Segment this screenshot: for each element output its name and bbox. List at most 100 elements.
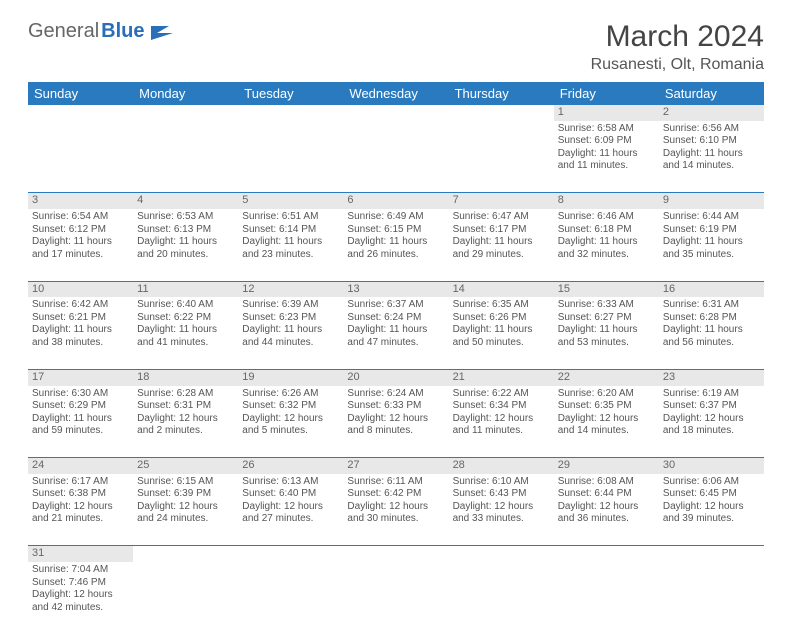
sunset-text: Sunset: 6:35 PM <box>558 400 655 413</box>
sunset-text: Sunset: 6:10 PM <box>663 135 760 148</box>
sunset-text: Sunset: 6:21 PM <box>32 312 129 325</box>
sunrise-text: Sunrise: 6:24 AM <box>347 388 444 401</box>
day-number: 26 <box>238 458 343 474</box>
day-number <box>554 546 659 562</box>
day-cell: Sunrise: 6:33 AMSunset: 6:27 PMDaylight:… <box>554 297 659 369</box>
day-number: 30 <box>659 458 764 474</box>
day-number: 14 <box>449 281 554 297</box>
daynum-row: 31 <box>28 546 764 562</box>
daylight-text: Daylight: 12 hours <box>663 501 760 514</box>
title-block: March 2024 Rusanesti, Olt, Romania <box>591 20 764 74</box>
sunset-text: Sunset: 6:22 PM <box>137 312 234 325</box>
sunrise-text: Sunrise: 6:10 AM <box>453 476 550 489</box>
daylight-text: Daylight: 11 hours <box>137 236 234 249</box>
daylight-text: Daylight: 12 hours <box>558 501 655 514</box>
day-cell: Sunrise: 6:10 AMSunset: 6:43 PMDaylight:… <box>449 474 554 546</box>
sunrise-text: Sunrise: 6:31 AM <box>663 299 760 312</box>
sunset-text: Sunset: 6:28 PM <box>663 312 760 325</box>
daylight-text: Daylight: 11 hours <box>32 413 129 426</box>
day-number <box>133 105 238 121</box>
day-cell <box>343 562 448 634</box>
day-cell: Sunrise: 6:08 AMSunset: 6:44 PMDaylight:… <box>554 474 659 546</box>
daynum-row: 17181920212223 <box>28 369 764 385</box>
day-cell: Sunrise: 6:20 AMSunset: 6:35 PMDaylight:… <box>554 386 659 458</box>
day-number: 12 <box>238 281 343 297</box>
sunset-text: Sunset: 6:34 PM <box>453 400 550 413</box>
sunset-text: Sunset: 6:09 PM <box>558 135 655 148</box>
sunrise-text: Sunrise: 6:51 AM <box>242 211 339 224</box>
daylight-text: and 39 minutes. <box>663 513 760 526</box>
daylight-text: and 23 minutes. <box>242 249 339 262</box>
daylight-text: and 32 minutes. <box>558 249 655 262</box>
day-cell <box>133 121 238 193</box>
day-number: 22 <box>554 369 659 385</box>
daylight-text: and 29 minutes. <box>453 249 550 262</box>
sunrise-text: Sunrise: 6:46 AM <box>558 211 655 224</box>
daylight-text: Daylight: 12 hours <box>453 501 550 514</box>
sunrise-text: Sunrise: 6:22 AM <box>453 388 550 401</box>
day-number: 2 <box>659 105 764 121</box>
day-number: 9 <box>659 193 764 209</box>
daylight-text: Daylight: 12 hours <box>453 413 550 426</box>
day-header: Sunday <box>28 82 133 105</box>
daylight-text: and 20 minutes. <box>137 249 234 262</box>
day-cell: Sunrise: 6:22 AMSunset: 6:34 PMDaylight:… <box>449 386 554 458</box>
day-cell <box>238 121 343 193</box>
sunrise-text: Sunrise: 6:56 AM <box>663 123 760 136</box>
sunrise-text: Sunrise: 6:28 AM <box>137 388 234 401</box>
sunrise-text: Sunrise: 6:11 AM <box>347 476 444 489</box>
day-number <box>659 546 764 562</box>
daylight-text: and 26 minutes. <box>347 249 444 262</box>
day-number: 6 <box>343 193 448 209</box>
sunset-text: Sunset: 6:18 PM <box>558 224 655 237</box>
day-header: Friday <box>554 82 659 105</box>
sunset-text: Sunset: 6:17 PM <box>453 224 550 237</box>
day-cell: Sunrise: 6:42 AMSunset: 6:21 PMDaylight:… <box>28 297 133 369</box>
sunrise-text: Sunrise: 6:39 AM <box>242 299 339 312</box>
day-cell: Sunrise: 6:35 AMSunset: 6:26 PMDaylight:… <box>449 297 554 369</box>
sunrise-text: Sunrise: 6:49 AM <box>347 211 444 224</box>
sunrise-text: Sunrise: 6:15 AM <box>137 476 234 489</box>
sunset-text: Sunset: 6:45 PM <box>663 488 760 501</box>
sunset-text: Sunset: 6:15 PM <box>347 224 444 237</box>
day-cell: Sunrise: 6:51 AMSunset: 6:14 PMDaylight:… <box>238 209 343 281</box>
sunset-text: Sunset: 6:39 PM <box>137 488 234 501</box>
sunset-text: Sunset: 6:24 PM <box>347 312 444 325</box>
day-number: 27 <box>343 458 448 474</box>
daylight-text: and 41 minutes. <box>137 337 234 350</box>
calendar-head: SundayMondayTuesdayWednesdayThursdayFrid… <box>28 82 764 105</box>
day-number: 24 <box>28 458 133 474</box>
daylight-text: and 21 minutes. <box>32 513 129 526</box>
sunset-text: Sunset: 6:38 PM <box>32 488 129 501</box>
day-cell: Sunrise: 6:53 AMSunset: 6:13 PMDaylight:… <box>133 209 238 281</box>
sunset-text: Sunset: 6:23 PM <box>242 312 339 325</box>
sunset-text: Sunset: 6:26 PM <box>453 312 550 325</box>
daylight-text: Daylight: 11 hours <box>137 324 234 337</box>
week-row: Sunrise: 6:17 AMSunset: 6:38 PMDaylight:… <box>28 474 764 546</box>
daylight-text: Daylight: 11 hours <box>663 236 760 249</box>
daylight-text: and 42 minutes. <box>32 602 129 615</box>
day-number <box>449 546 554 562</box>
month-title: March 2024 <box>591 20 764 54</box>
day-number: 25 <box>133 458 238 474</box>
day-cell: Sunrise: 6:24 AMSunset: 6:33 PMDaylight:… <box>343 386 448 458</box>
sunrise-text: Sunrise: 6:30 AM <box>32 388 129 401</box>
day-cell: Sunrise: 6:39 AMSunset: 6:23 PMDaylight:… <box>238 297 343 369</box>
daylight-text: and 24 minutes. <box>137 513 234 526</box>
sunset-text: Sunset: 6:42 PM <box>347 488 444 501</box>
week-row: Sunrise: 7:04 AMSunset: 7:46 PMDaylight:… <box>28 562 764 634</box>
daylight-text: and 56 minutes. <box>663 337 760 350</box>
daylight-text: and 2 minutes. <box>137 425 234 438</box>
logo-text-blue: Blue <box>101 20 144 43</box>
logo-text-general: General <box>28 20 99 43</box>
daylight-text: Daylight: 11 hours <box>558 324 655 337</box>
sunrise-text: Sunrise: 6:42 AM <box>32 299 129 312</box>
day-cell: Sunrise: 6:58 AMSunset: 6:09 PMDaylight:… <box>554 121 659 193</box>
day-number: 20 <box>343 369 448 385</box>
day-number: 15 <box>554 281 659 297</box>
daylight-text: Daylight: 11 hours <box>453 324 550 337</box>
logo: General Blue <box>28 20 173 43</box>
day-number: 3 <box>28 193 133 209</box>
day-cell: Sunrise: 6:49 AMSunset: 6:15 PMDaylight:… <box>343 209 448 281</box>
day-cell <box>449 562 554 634</box>
